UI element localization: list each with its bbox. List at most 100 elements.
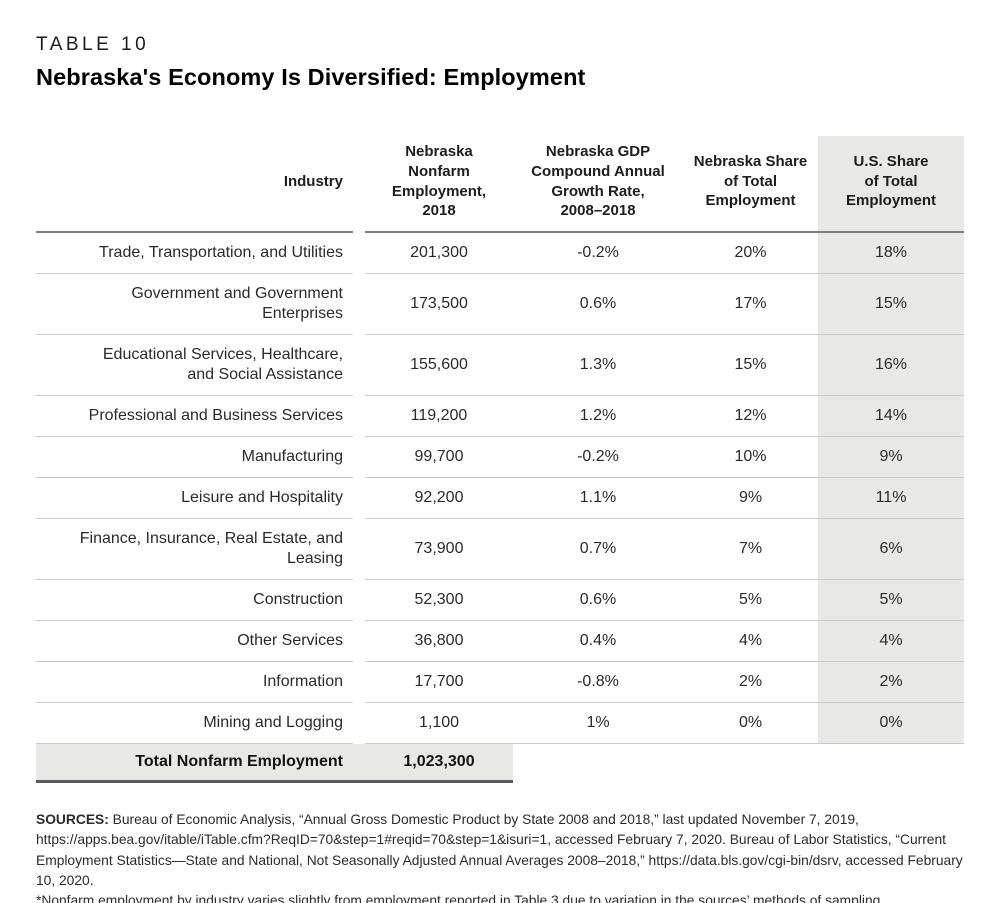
- sources-text: Bureau of Economic Analysis, “Annual Gro…: [36, 812, 963, 889]
- table-row: Leisure and Hospitality 92,200 1.1% 9% 1…: [36, 477, 964, 520]
- growth-rate-cell: 0.6%: [513, 579, 683, 622]
- industry-cell: Information: [36, 661, 353, 704]
- industry-cell: Mining and Logging: [36, 702, 353, 745]
- col-header-ne-share: Nebraska Share of Total Employment: [683, 136, 818, 234]
- ne-share-cell: 2%: [683, 661, 818, 704]
- column-gap: [353, 662, 365, 703]
- column-gap: [353, 232, 365, 274]
- ne-share-cell: 0%: [683, 702, 818, 745]
- column-gap: [353, 437, 365, 478]
- ne-share-cell: 7%: [683, 518, 818, 581]
- employment-table: Industry Nebraska Nonfarm Employment, 20…: [36, 136, 964, 784]
- us-share-cell: 0%: [818, 702, 964, 745]
- industry-cell: Manufacturing: [36, 436, 353, 479]
- us-share-cell: 11%: [818, 477, 964, 520]
- us-share-cell: 15%: [818, 273, 964, 336]
- total-gap-cell: [353, 743, 365, 784]
- industry-cell: Leisure and Hospitality: [36, 477, 353, 520]
- employment-cell: 119,200: [365, 395, 513, 438]
- growth-rate-cell: 1.1%: [513, 477, 683, 520]
- us-share-cell: 5%: [818, 579, 964, 622]
- ne-share-cell: 20%: [683, 232, 818, 275]
- column-gap: [353, 580, 365, 621]
- employment-cell: 17,700: [365, 661, 513, 704]
- ne-share-cell: 17%: [683, 273, 818, 336]
- table-row: Mining and Logging 1,100 1% 0% 0%: [36, 702, 964, 745]
- us-share-cell: 9%: [818, 436, 964, 479]
- table-row: Information 17,700 -0.8% 2% 2%: [36, 661, 964, 704]
- table-number-label: TABLE 10: [36, 34, 150, 55]
- sampling-footnote: *Nonfarm employment by industry varies s…: [36, 893, 885, 903]
- column-gap: [353, 274, 365, 335]
- col-header-text: Nebraska GDP Compound Annual Growth Rate…: [531, 143, 665, 220]
- employment-cell: 36,800: [365, 620, 513, 663]
- ne-share-cell: 5%: [683, 579, 818, 622]
- header-row: Industry Nebraska Nonfarm Employment, 20…: [36, 136, 964, 234]
- table-row: Other Services 36,800 0.4% 4% 4%: [36, 620, 964, 663]
- column-gap: [353, 703, 365, 744]
- ne-share-cell: 9%: [683, 477, 818, 520]
- us-share-cell: 16%: [818, 334, 964, 397]
- total-empty-cell: [513, 744, 964, 782]
- employment-cell: 73,900: [365, 518, 513, 581]
- ne-share-cell: 12%: [683, 395, 818, 438]
- table-body: Trade, Transportation, and Utilities 201…: [36, 232, 964, 745]
- ne-share-cell: 4%: [683, 620, 818, 663]
- col-header-text: U.S. Share of Total Employment: [845, 152, 936, 210]
- employment-cell: 173,500: [365, 273, 513, 336]
- industry-cell: Finance, Insurance, Real Estate, and Lea…: [36, 518, 353, 581]
- total-row: Total Nonfarm Employment 1,023,300: [36, 743, 964, 784]
- table-title: Nebraska's Economy Is Diversified: Emplo…: [36, 64, 586, 90]
- industry-cell: Educational Services, Healthcare, and So…: [36, 334, 353, 397]
- col-header-industry: Industry: [36, 136, 353, 234]
- table-row: Educational Services, Healthcare, and So…: [36, 334, 964, 397]
- col-header-gdp-growth-rate: Nebraska GDP Compound Annual Growth Rate…: [513, 136, 683, 234]
- growth-rate-cell: 1%: [513, 702, 683, 745]
- us-share-cell: 14%: [818, 395, 964, 438]
- growth-rate-cell: -0.8%: [513, 661, 683, 704]
- growth-rate-cell: 0.7%: [513, 518, 683, 581]
- industry-cell: Other Services: [36, 620, 353, 663]
- table-row: Finance, Insurance, Real Estate, and Lea…: [36, 518, 964, 581]
- ne-share-cell: 15%: [683, 334, 818, 397]
- col-header-text: Nebraska Share of Total Employment: [693, 152, 808, 210]
- total-label-cell: Total Nonfarm Employment: [36, 743, 353, 784]
- employment-cell: 99,700: [365, 436, 513, 479]
- column-gap: [353, 519, 365, 580]
- growth-rate-cell: 0.6%: [513, 273, 683, 336]
- growth-rate-cell: 0.4%: [513, 620, 683, 663]
- table-row: Government and Government Enterprises 17…: [36, 273, 964, 336]
- table-row: Trade, Transportation, and Utilities 201…: [36, 232, 964, 275]
- us-share-cell: 2%: [818, 661, 964, 704]
- growth-rate-cell: -0.2%: [513, 232, 683, 275]
- us-share-cell: 18%: [818, 232, 964, 275]
- column-gap: [353, 335, 365, 396]
- col-header-ne-nonfarm-employment: Nebraska Nonfarm Employment, 2018: [365, 136, 513, 234]
- employment-cell: 155,600: [365, 334, 513, 397]
- industry-cell: Construction: [36, 579, 353, 622]
- industry-cell: Professional and Business Services: [36, 395, 353, 438]
- growth-rate-cell: -0.2%: [513, 436, 683, 479]
- ne-share-cell: 10%: [683, 436, 818, 479]
- column-gap: [353, 621, 365, 662]
- table-row: Professional and Business Services 119,2…: [36, 395, 964, 438]
- industry-cell: Trade, Transportation, and Utilities: [36, 232, 353, 275]
- employment-cell: 52,300: [365, 579, 513, 622]
- employment-cell: 1,100: [365, 702, 513, 745]
- column-gap: [353, 478, 365, 519]
- column-gap: [353, 396, 365, 437]
- us-share-cell: 4%: [818, 620, 964, 663]
- us-share-cell: 6%: [818, 518, 964, 581]
- growth-rate-cell: 1.2%: [513, 395, 683, 438]
- employment-cell: 92,200: [365, 477, 513, 520]
- employment-cell: 201,300: [365, 232, 513, 275]
- column-gap: [353, 136, 365, 232]
- table-row: Manufacturing 99,700 -0.2% 10% 9%: [36, 436, 964, 479]
- table-notes: SOURCES: Bureau of Economic Analysis, “A…: [36, 810, 969, 903]
- col-header-text: Nebraska Nonfarm Employment, 2018: [391, 143, 487, 220]
- sources-note: SOURCES: Bureau of Economic Analysis, “A…: [36, 810, 969, 891]
- table-row: Construction 52,300 0.6% 5% 5%: [36, 579, 964, 622]
- col-header-us-share: U.S. Share of Total Employment: [818, 136, 964, 234]
- growth-rate-cell: 1.3%: [513, 334, 683, 397]
